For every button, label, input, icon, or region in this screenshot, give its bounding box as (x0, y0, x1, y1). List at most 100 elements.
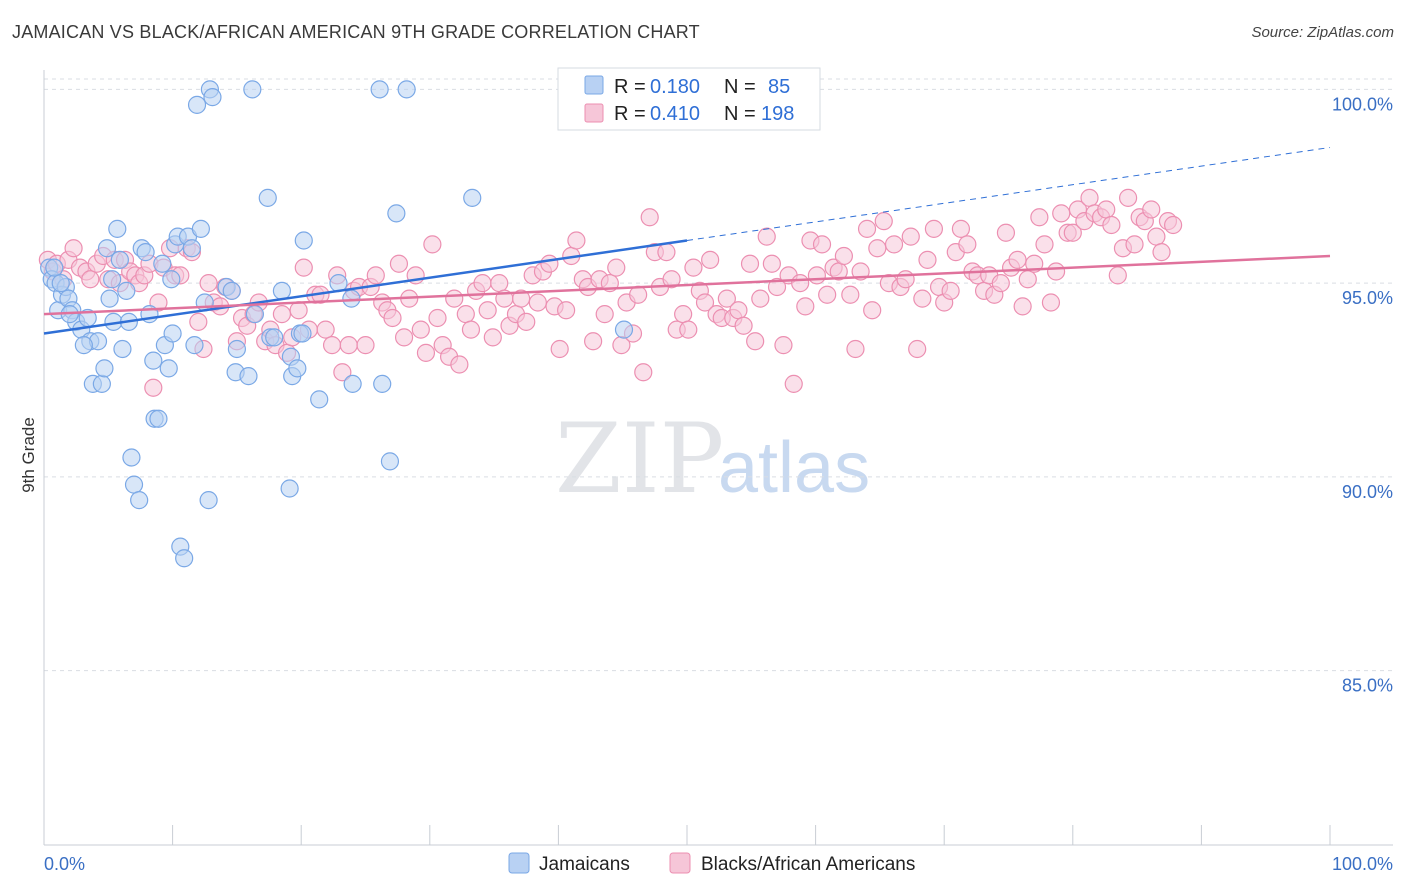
y-tick-label-90: 90.0% (1342, 482, 1393, 502)
blacks-point-203 (1164, 215, 1183, 235)
blacks-point-127 (740, 254, 760, 273)
jamaicans-point-53 (227, 339, 246, 359)
jamaicans-point-84 (272, 281, 292, 300)
jamaicans-point-78 (45, 258, 64, 277)
jamaicans-point-25 (124, 475, 144, 494)
blacks-point-5 (64, 239, 83, 258)
blacks-point-47 (294, 258, 313, 277)
legend-r-label-1: R = (614, 76, 646, 98)
series-blacks-points (38, 188, 1183, 397)
blacks-point-55 (339, 336, 358, 355)
x-tick-label-max: 100.0% (1332, 854, 1393, 874)
blacks-point-181 (1041, 293, 1061, 312)
jamaicans-point-75 (397, 80, 416, 99)
jamaicans-point-21 (113, 339, 132, 359)
blacks-point-176 (1013, 297, 1032, 316)
y-tick-labels: 85.0% 90.0% 95.0% 100.0% (1332, 94, 1393, 695)
blacks-point-68 (411, 320, 430, 339)
jamaicans-point-69 (342, 289, 361, 308)
legend-r-value-1: 0.180 (650, 76, 700, 98)
jamaicans-point-66 (294, 231, 313, 250)
blacks-point-155 (896, 270, 915, 289)
jamaicans-point-33 (153, 254, 172, 273)
blacks-point-193 (1108, 266, 1127, 285)
blacks-point-63 (383, 308, 402, 328)
jamaicans-point-51 (222, 281, 241, 300)
source-note: Source: ZipAtlas.com (1251, 24, 1394, 41)
blacks-point-158 (913, 289, 932, 308)
blacks-point-8 (81, 270, 100, 289)
blacks-point-149 (863, 301, 882, 320)
jamaicans-point-59 (265, 328, 284, 347)
blacks-point-172 (991, 274, 1010, 293)
blacks-point-125 (729, 301, 748, 320)
y-tick-label-100: 100.0% (1332, 94, 1393, 114)
blacks-point-196 (1125, 235, 1144, 254)
blacks-point-177 (1018, 270, 1037, 289)
blacks-point-163 (941, 281, 960, 300)
blacks-point-30 (199, 274, 218, 293)
blacks-point-20 (144, 378, 163, 397)
blacks-point-182 (1046, 262, 1066, 281)
blacks-point-185 (1063, 223, 1082, 242)
blacks-point-129 (751, 289, 770, 308)
blacks-point-96 (567, 231, 586, 250)
blacks-point-60 (366, 266, 385, 285)
blacks-point-195 (1118, 188, 1138, 207)
jamaicans-point-42 (182, 239, 201, 258)
jamaicans-point-45 (191, 219, 210, 238)
jamaicans-point-16 (97, 239, 117, 258)
blacks-point-119 (695, 293, 715, 312)
legend-r-label-2: R = (614, 103, 646, 125)
blacks-point-58 (356, 336, 375, 355)
jamaicans-point-82 (103, 270, 122, 289)
blacks-point-113 (662, 270, 681, 289)
blacks-point-43 (272, 305, 292, 324)
blacks-trend-line (43, 254, 1331, 316)
blacks-point-115 (674, 305, 693, 324)
blacks-point-120 (701, 250, 720, 269)
blacks-point-148 (857, 219, 877, 238)
jamaicans-point-44 (187, 95, 207, 114)
blacks-point-69 (416, 343, 436, 362)
blacks-point-188 (1080, 188, 1099, 207)
blacks-point-64 (389, 254, 409, 273)
jamaicans-point-20 (110, 250, 129, 269)
legend-n-label-2: N = (724, 103, 756, 125)
blacks-point-79 (473, 274, 492, 293)
series-legend: Jamaicans Blacks/African Americans (508, 852, 915, 875)
jamaicans-point-57 (258, 188, 277, 207)
bottom-legend-label-blacks: Blacks/African Americans (701, 854, 915, 875)
blacks-point-76 (456, 305, 475, 324)
jamaicans-point-15 (95, 359, 114, 378)
blacks-point-82 (490, 274, 509, 293)
blacks-point-130 (757, 227, 776, 246)
jamaicans-point-67 (310, 390, 329, 409)
blacks-point-200 (1147, 227, 1166, 246)
jamaicans-point-79 (51, 274, 70, 293)
trend-lines (43, 147, 1331, 335)
jamaicans-point-32 (149, 409, 168, 428)
blacks-point-94 (557, 301, 576, 320)
jamaicans-point-35 (159, 359, 178, 378)
blacks-point-173 (996, 223, 1016, 242)
blacks-point-107 (629, 285, 648, 304)
jamaicans-point-74 (387, 204, 406, 223)
blacks-point-80 (478, 301, 497, 320)
jamaicans-point-17 (100, 289, 119, 308)
bottom-legend-swatch-jamaicans (508, 852, 530, 874)
blacks-point-51 (316, 320, 335, 339)
jamaicans-point-47 (199, 491, 218, 510)
blacks-point-201 (1152, 243, 1171, 262)
blacks-point-151 (874, 212, 893, 231)
blacks-point-157 (908, 339, 927, 359)
blacks-point-91 (540, 254, 559, 273)
legend-n-value-2: 198 (761, 103, 794, 125)
blacks-point-183 (1052, 204, 1071, 223)
blacks-point-147 (851, 262, 870, 281)
y-tick-label-85: 85.0% (1342, 676, 1393, 696)
blacks-point-75 (450, 355, 469, 374)
blacks-point-145 (841, 285, 860, 304)
jamaicans-point-28 (136, 243, 155, 262)
